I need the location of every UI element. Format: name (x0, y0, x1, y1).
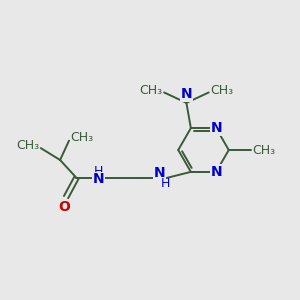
Text: CH₃: CH₃ (140, 85, 163, 98)
Text: CH₃: CH₃ (210, 85, 233, 98)
Text: CH₃: CH₃ (70, 131, 94, 144)
Text: H: H (94, 165, 104, 178)
Text: N: N (210, 121, 222, 135)
Text: N: N (93, 172, 104, 186)
Text: N: N (210, 165, 222, 179)
Text: H: H (161, 177, 170, 190)
Text: N: N (181, 87, 192, 101)
Text: O: O (58, 200, 70, 214)
Text: N: N (154, 167, 166, 180)
Text: CH₃: CH₃ (253, 143, 276, 157)
Text: CH₃: CH₃ (16, 139, 39, 152)
